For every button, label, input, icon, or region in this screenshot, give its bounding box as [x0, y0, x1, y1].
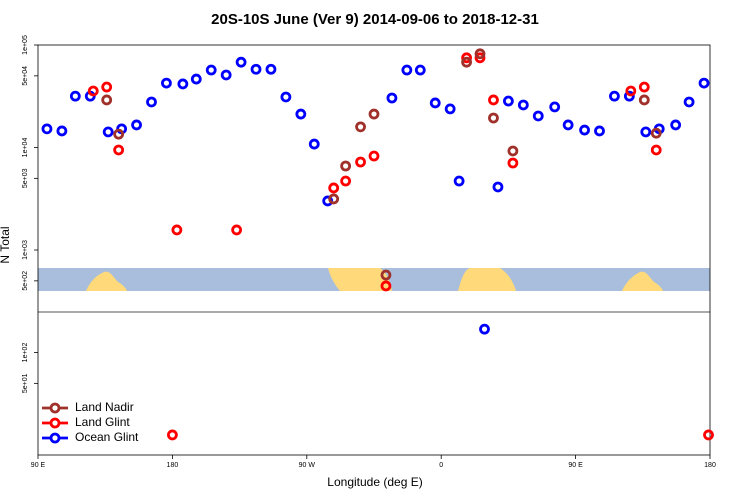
data-point [56, 125, 68, 137]
legend-label: Ocean Glint [75, 430, 139, 444]
map-strip [38, 268, 710, 291]
data-point [488, 94, 499, 106]
data-point [640, 126, 652, 138]
data-point [474, 52, 486, 64]
legend-marker [49, 402, 61, 414]
legend-label: Land Glint [75, 415, 130, 429]
data-point [328, 193, 340, 205]
data-point [235, 56, 247, 68]
x-tick-label: 90 E [568, 462, 583, 469]
data-point [295, 108, 307, 120]
data-point [638, 81, 650, 93]
data-point [609, 90, 620, 102]
data-point [461, 56, 472, 68]
data-point [429, 97, 441, 109]
y-tick-label: 5e+04 [22, 66, 29, 86]
data-point [502, 95, 514, 107]
data-point [532, 110, 544, 122]
data-point [650, 127, 662, 139]
data-point [113, 128, 125, 140]
data-point [131, 119, 142, 131]
data-point [340, 160, 352, 172]
data-point [625, 85, 637, 97]
y-tick-label: 1e+04 [22, 138, 29, 158]
data-point [479, 323, 490, 335]
data-point [161, 77, 172, 89]
data-point [517, 99, 529, 111]
x-tick-label: 0 [439, 462, 443, 469]
y-tick-label: 5e+01 [22, 373, 29, 393]
x-tick-label: 90 E [31, 462, 46, 469]
data-point [355, 156, 366, 168]
data-point [474, 48, 486, 60]
data-point [453, 175, 465, 187]
data-point [683, 96, 695, 108]
data-point [220, 69, 232, 81]
y-axis-label: N Total [0, 226, 12, 263]
data-point [414, 64, 426, 76]
data-point [488, 112, 499, 124]
data-point [166, 429, 178, 441]
data-point [308, 138, 320, 150]
data-point [87, 85, 99, 97]
y-tick-label: 1e+03 [22, 240, 29, 260]
data-point [190, 73, 202, 85]
data-point [368, 108, 380, 120]
data-point [380, 269, 392, 281]
data-point [579, 124, 590, 136]
chart-title: 20S-10S June (Ver 9) 2014-09-06 to 2018-… [211, 11, 539, 28]
data-point [355, 121, 366, 133]
data-point [102, 126, 114, 138]
data-point [594, 125, 605, 137]
plot-frame [37, 44, 711, 456]
data-point [205, 64, 217, 76]
data-point [507, 145, 519, 157]
legend-label: Land Nadir [75, 400, 134, 414]
data-point [250, 63, 262, 75]
data-point [368, 150, 380, 162]
y-tick-label: 1e+02 [22, 343, 29, 363]
data-point [171, 224, 183, 236]
data-point [444, 103, 456, 115]
y-tick-label: 5e+03 [22, 168, 29, 188]
data-point [623, 90, 635, 102]
data-point [113, 144, 125, 156]
data-point [549, 101, 561, 113]
y-tick-label: 1e+05 [22, 35, 29, 55]
data-point [507, 157, 519, 169]
x-tick-label: 90 W [299, 462, 316, 469]
data-point [698, 77, 710, 89]
y-tick-label: 5e+02 [22, 271, 29, 291]
data-point [146, 96, 157, 108]
data-point [492, 181, 504, 193]
data-point [69, 90, 81, 102]
data-point [401, 64, 413, 76]
data-point [386, 92, 398, 104]
data-point [177, 78, 189, 90]
data-point [670, 119, 682, 131]
data-point [41, 123, 53, 135]
data-point [280, 91, 292, 103]
data-point [380, 280, 392, 292]
data-point [101, 81, 113, 93]
legend-marker [49, 417, 61, 429]
data-point [650, 144, 662, 156]
data-point [638, 94, 650, 106]
data-point [231, 224, 243, 236]
data-point [562, 119, 574, 131]
data-point [265, 63, 277, 75]
legend-marker [49, 432, 61, 444]
data-point [101, 94, 113, 106]
x-tick-label: 180 [704, 462, 716, 469]
data-point [340, 175, 352, 187]
data-point [703, 429, 714, 441]
x-axis-label: Longitude (deg E) [327, 475, 422, 489]
data-point [328, 182, 340, 194]
data-point [461, 52, 472, 64]
x-tick-label: 180 [167, 462, 179, 469]
